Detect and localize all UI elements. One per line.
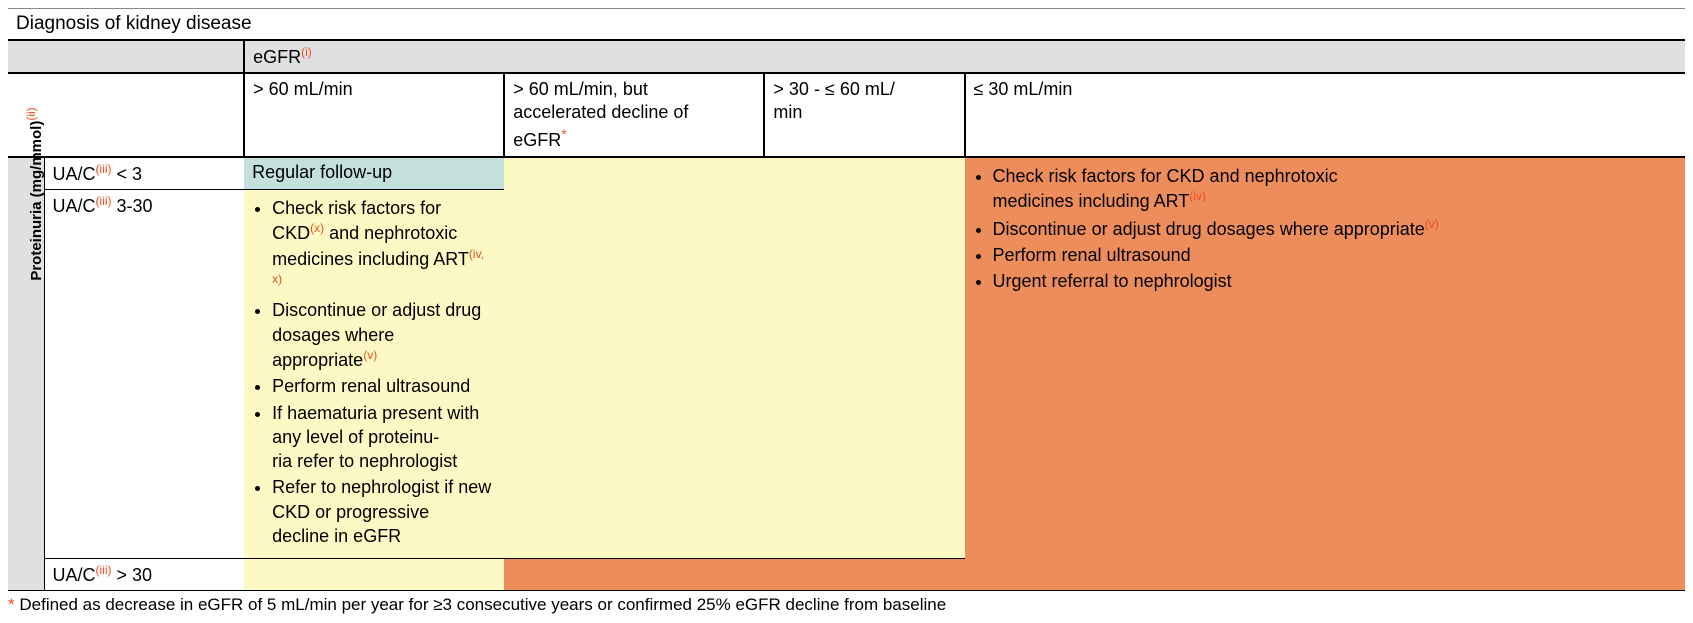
uac-val-1: < 3 (112, 164, 143, 184)
yb-l3b: appropriate (272, 350, 363, 370)
yellow-main-block: Check risk factors for CKD(x) and nephro… (244, 190, 504, 559)
col2-line2: accelerated decline of (513, 102, 688, 122)
yb-l3a: Discontinue or adjust drug dosages where (272, 300, 481, 344)
yb-l5b: ria refer to nephrologist (272, 451, 457, 471)
col3-line2: min (773, 102, 802, 122)
ref-iii-2: (iii) (96, 194, 112, 208)
orange-item-4: Urgent referral to nephrologist (993, 269, 1677, 293)
yb-l5a: If haematuria present with any level of … (272, 403, 479, 447)
col3-line1: > 30 - ≤ 60 mL/ (773, 79, 894, 99)
col1-text: > 60 mL/min (253, 79, 353, 99)
footnote: * Defined as decrease in eGFR of 5 mL/mi… (8, 591, 1685, 615)
yellow-item-4: If haematuria present with any level of … (272, 401, 496, 474)
side-label-cell: Proteinuria (mg/mmol)(ii) (8, 157, 44, 591)
uac-text-1: UA/C (53, 164, 96, 184)
yellow-upper-right (504, 157, 964, 559)
egfr-header-row: eGFR(i) (8, 40, 1685, 73)
column-headers-row: > 60 mL/min > 60 mL/min, but accelerated… (8, 73, 1685, 157)
uac-lt3-label: UA/C(iii) < 3 (44, 157, 244, 190)
kidney-diagnosis-table: Diagnosis of kidney disease eGFR(i) > 60… (8, 8, 1685, 591)
col-head-1: > 60 mL/min (244, 73, 504, 157)
orange-item-2: Discontinue or adjust drug dosages where… (993, 216, 1677, 241)
regular-followup-text: Regular follow-up (252, 162, 392, 182)
orange-item-1: Check risk factors for CKD and nephrotox… (993, 164, 1677, 214)
egfr-header: eGFR(i) (244, 40, 1685, 73)
ob-l1b: medicines including ART (993, 191, 1190, 211)
orange-actions: Check risk factors for CKD and nephrotox… (973, 164, 1677, 293)
footnote-star: * (8, 595, 15, 614)
ref-ii: (ii) (24, 108, 38, 121)
ref-x-yellow: (x) (310, 221, 324, 235)
yellow-actions: Check risk factors for CKD(x) and nephro… (252, 196, 496, 548)
ref-v-orange: (v) (1425, 217, 1439, 231)
col4-text: ≤ 30 mL/min (974, 79, 1073, 99)
uac-3-30-label: UA/C(iii) 3-30 (44, 190, 244, 559)
footnote-text: Defined as decrease in eGFR of 5 mL/min … (19, 595, 946, 614)
ref-iii-1: (iii) (96, 162, 112, 176)
yb-l2a: medicines including ART (272, 249, 469, 269)
yellow-item-1: Check risk factors for CKD(x) and nephro… (272, 196, 496, 296)
ob-l2: Discontinue or adjust drug dosages where… (993, 219, 1425, 239)
orange-block: Check risk factors for CKD and nephrotox… (965, 157, 1685, 591)
yellow-item-3: Perform renal ultrasound (272, 374, 496, 398)
table-title: Diagnosis of kidney disease (8, 9, 1685, 41)
col-head-3: > 30 - ≤ 60 mL/ min (764, 73, 964, 157)
egfr-label: eGFR (253, 47, 301, 67)
orange-item-3: Perform renal ultrasound (993, 243, 1677, 267)
yb-l6b: decline in eGFR (272, 526, 401, 546)
uac-val-3: > 30 (112, 565, 153, 585)
ref-iii-3: (iii) (96, 563, 112, 577)
uac-text-3: UA/C (53, 565, 96, 585)
row-uac-lt3: Proteinuria (mg/mmol)(ii) UA/C(iii) < 3 … (8, 157, 1685, 190)
ref-iv-orange: (iv) (1189, 189, 1206, 203)
title-row: Diagnosis of kidney disease (8, 9, 1685, 41)
yb-l1b: and nephrotoxic (324, 223, 457, 243)
ref-i: (i) (301, 45, 312, 59)
col-head-2: > 60 mL/min, but accelerated decline of … (504, 73, 764, 157)
yellow-item-5: Refer to nephrologist if new CKD or prog… (272, 475, 496, 548)
regular-followup-cell: Regular follow-up (244, 157, 504, 190)
side-label: Proteinuria (mg/mmol) (28, 121, 45, 281)
ob-l1a: Check risk factors for CKD and nephrotox… (993, 166, 1338, 186)
uac-val-2: 3-30 (112, 196, 153, 216)
col-head-4: ≤ 30 mL/min (965, 73, 1685, 157)
col2-star: * (561, 126, 566, 142)
yellow-item-2: Discontinue or adjust drug dosages where… (272, 298, 496, 372)
uac-text-2: UA/C (53, 196, 96, 216)
ref-v-yellow: (v) (363, 348, 377, 362)
col2-line3: eGFR (513, 130, 561, 150)
col2-line1: > 60 mL/min, but (513, 79, 648, 99)
yb-l6a: Refer to nephrologist if new CKD or prog… (272, 477, 491, 521)
